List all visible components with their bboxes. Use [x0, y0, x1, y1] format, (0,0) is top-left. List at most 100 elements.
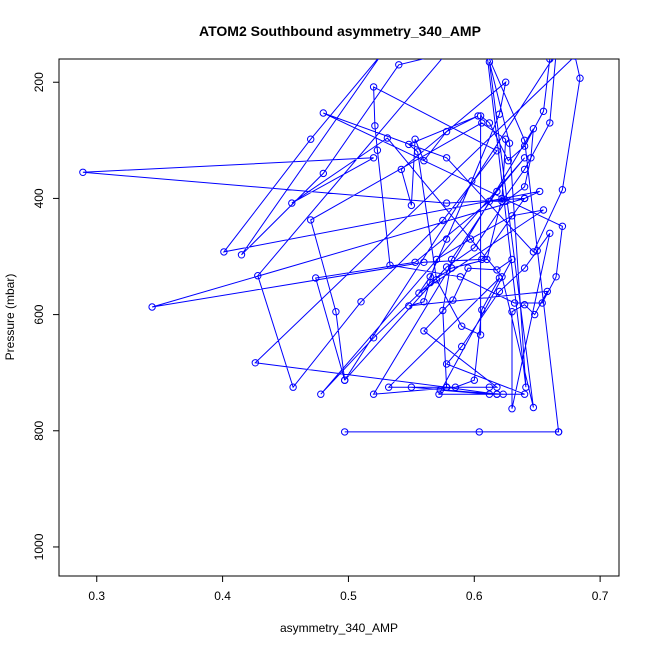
- data-point: [493, 187, 501, 196]
- data-point: [539, 107, 548, 116]
- data-point: [307, 135, 315, 143]
- data-point: [572, 59, 578, 60]
- data-point: [470, 244, 478, 252]
- data-point: [443, 50, 449, 56]
- data-point: [312, 274, 320, 282]
- x-tick-label: 0.3: [88, 589, 105, 603]
- plot-frame: [58, 58, 620, 577]
- data-point: [369, 390, 378, 398]
- data-point: [458, 322, 466, 330]
- x-tick-label: 0.4: [214, 589, 231, 603]
- data-point: [373, 146, 382, 154]
- data-point: [414, 148, 422, 156]
- data-point: [395, 61, 403, 69]
- data-point: [508, 308, 516, 316]
- data-point: [475, 428, 483, 436]
- data-point: [341, 428, 349, 436]
- data-point: [543, 287, 551, 296]
- data-point: [220, 248, 228, 256]
- data-point: [317, 390, 325, 398]
- data-point: [426, 273, 434, 281]
- data-point: [553, 50, 559, 56]
- y-tick-label: 1000: [32, 533, 46, 560]
- data-point: [484, 50, 490, 56]
- data-point: [502, 78, 510, 86]
- data-point: [502, 135, 510, 143]
- data-point: [522, 383, 530, 391]
- data-point: [520, 142, 529, 150]
- data-point: [493, 147, 501, 155]
- x-axis: 0.3 0.4 0.5 0.6 0.7: [88, 576, 609, 603]
- data-point: [148, 303, 156, 311]
- data-point: [439, 216, 447, 225]
- data-point: [483, 255, 491, 264]
- data-point: [527, 154, 535, 162]
- y-tick-label: 600: [32, 304, 46, 324]
- data-point: [485, 59, 494, 66]
- data-point: [538, 299, 546, 307]
- data-point: [79, 168, 87, 177]
- data-point: [254, 272, 262, 280]
- data-point: [495, 110, 504, 118]
- data-point: [405, 302, 413, 310]
- data-point: [386, 261, 394, 269]
- x-tick-label: 0.6: [466, 589, 483, 603]
- data-point: [476, 331, 485, 339]
- data-point: [432, 276, 441, 284]
- data-point: [529, 403, 538, 412]
- series-group: [79, 50, 584, 436]
- data-point: [369, 334, 378, 342]
- data-point: [495, 274, 504, 282]
- data-point: [307, 216, 315, 224]
- y-axis-label: Pressure (mbar): [3, 274, 17, 361]
- data-point: [458, 342, 466, 351]
- data-point: [379, 50, 385, 56]
- data-point: [502, 197, 510, 206]
- data-point: [435, 390, 443, 398]
- data-point: [371, 122, 379, 130]
- data-point: [558, 186, 567, 194]
- data-point: [420, 258, 428, 266]
- data-point: [554, 428, 563, 436]
- data-point: [464, 264, 472, 272]
- data-point: [520, 301, 529, 309]
- data-point: [504, 157, 512, 165]
- data-point: [426, 278, 434, 287]
- data-point: [485, 390, 494, 398]
- data-point: [478, 306, 486, 314]
- series-line: [82, 59, 581, 433]
- data-point: [499, 390, 507, 398]
- data-point: [405, 140, 413, 149]
- data-point: [383, 134, 392, 142]
- data-point: [558, 222, 567, 231]
- data-point: [442, 383, 451, 391]
- data-point: [546, 59, 554, 63]
- data-point: [470, 376, 478, 384]
- data-point: [485, 119, 494, 127]
- data-point: [447, 255, 456, 264]
- data-point: [533, 247, 541, 255]
- y-tick-label: 400: [32, 188, 46, 208]
- data-point: [420, 157, 428, 165]
- data-point: [510, 299, 519, 307]
- data-point: [474, 112, 482, 120]
- x-axis-label: asymmetry_340_AMP: [280, 621, 398, 635]
- data-point: [407, 383, 416, 391]
- data-point: [420, 298, 428, 306]
- data-point: [411, 258, 419, 266]
- data-point: [397, 165, 405, 174]
- data-point: [289, 383, 297, 391]
- data-point: [442, 199, 451, 207]
- data-point: [415, 289, 423, 297]
- x-tick-label: 0.7: [592, 589, 609, 603]
- data-point: [478, 255, 486, 264]
- x-tick-label: 0.5: [340, 589, 357, 603]
- data-point: [508, 405, 516, 413]
- data-point: [451, 383, 460, 391]
- data-point: [442, 360, 451, 368]
- data-point: [493, 383, 501, 391]
- data-point: [520, 183, 529, 191]
- data-point: [485, 197, 494, 206]
- data-point: [505, 139, 514, 147]
- data-point: [495, 287, 504, 296]
